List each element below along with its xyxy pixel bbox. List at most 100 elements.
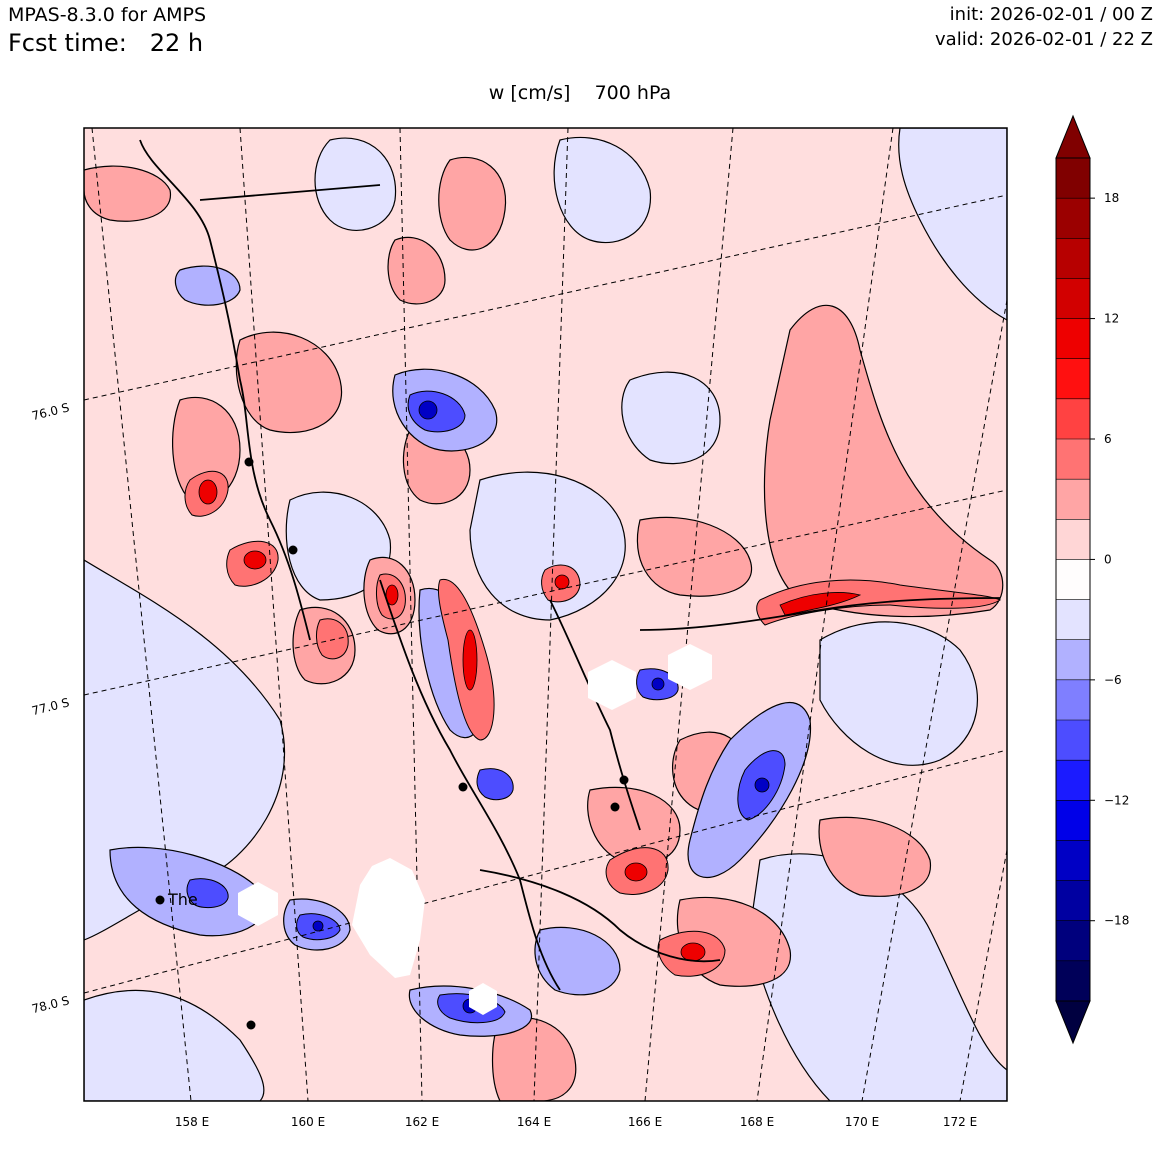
missing-data-patch <box>238 882 278 926</box>
colorbar-band <box>1056 278 1090 320</box>
graticule-line <box>756 128 894 1101</box>
graticule-line <box>91 128 192 1101</box>
colorbar-band <box>1056 318 1090 360</box>
lon-label: 168 E <box>740 1115 774 1129</box>
lat-label: 78.0 S <box>30 993 70 1016</box>
coastline <box>549 599 641 831</box>
colorbar-over-arrow <box>1055 114 1091 159</box>
field-core-strong-descent <box>186 878 229 909</box>
colorbar-band <box>1056 238 1090 279</box>
field-region-blue <box>534 926 621 996</box>
lon-label: 162 E <box>405 1115 439 1129</box>
coastline <box>639 597 1001 631</box>
station-marker <box>244 457 254 467</box>
colorbar-band <box>1056 358 1090 400</box>
colorbar-band <box>1056 439 1090 480</box>
field-region-light-blue <box>84 989 265 1101</box>
init-time: init: 2026-02-01 / 00 Z <box>949 4 1153 25</box>
colorbar-band <box>1056 880 1090 922</box>
valid-time: valid: 2026-02-01 / 22 Z <box>935 29 1153 50</box>
field-core-max-ascent <box>624 862 648 882</box>
field-region-salmon <box>84 165 171 222</box>
field-core-max-descent <box>754 777 770 793</box>
graticule-line <box>239 128 309 1101</box>
field-core-max-descent <box>651 677 665 691</box>
graticule-line <box>84 749 1007 994</box>
colorbar-band <box>1056 519 1090 560</box>
graticule-line <box>84 489 1007 696</box>
plot-title: w [cm/s] 700 hPa <box>488 82 672 104</box>
colorbar-band <box>1056 158 1090 199</box>
colorbar: 18 12 6 0 −6 −12 −18 <box>1055 114 1129 1045</box>
lon-label: 158 E <box>175 1115 209 1129</box>
field-core-max-ascent <box>680 942 706 962</box>
colorbar-tick-label: 0 <box>1104 552 1112 566</box>
field-region-light-blue <box>553 136 652 244</box>
lat-label: 77.0 S <box>30 695 70 718</box>
station-marker <box>155 895 165 905</box>
field-region-light-blue <box>314 137 397 231</box>
field-region-light-blue <box>819 621 979 766</box>
field-core-strong-ascent <box>316 618 349 660</box>
graticule-line <box>84 194 1007 401</box>
colorbar-band <box>1056 760 1090 801</box>
colorbar-band <box>1056 639 1090 681</box>
field-core-strong-descent <box>476 768 514 801</box>
colorbar-under-arrow <box>1055 1000 1091 1045</box>
missing-data-patch <box>469 983 497 1015</box>
lon-label: 160 E <box>291 1115 325 1129</box>
station-label: The <box>167 890 198 909</box>
w-field: The <box>84 128 1007 1101</box>
station-marker <box>458 782 468 792</box>
graticule-line <box>861 299 1007 1101</box>
colorbar-band <box>1056 398 1090 440</box>
field-core-max-ascent <box>385 584 399 606</box>
coastline <box>139 139 311 641</box>
lat-label: 76.0 S <box>30 400 70 423</box>
lon-label: 172 E <box>943 1115 977 1129</box>
map-frame <box>83 127 1008 1102</box>
colorbar-band <box>1056 198 1090 239</box>
field-core-max-ascent <box>462 629 478 691</box>
colorbar-tick-label: 6 <box>1104 432 1112 446</box>
missing-data-patch <box>352 858 425 978</box>
station-marker <box>619 775 629 785</box>
field-region-salmon <box>636 516 753 597</box>
lon-label: 170 E <box>845 1115 879 1129</box>
field-region-salmon <box>763 304 1004 618</box>
field-core-max-ascent <box>554 574 570 590</box>
field-region-light-blue <box>898 128 1007 321</box>
field-core-max-ascent <box>779 592 862 616</box>
field-region-salmon <box>235 331 343 434</box>
graticule-line <box>533 128 569 1101</box>
graticule-line <box>644 128 734 1101</box>
field-region-salmon <box>387 236 446 305</box>
field-region-salmon <box>438 156 507 251</box>
missing-data-patch <box>668 644 712 690</box>
field-region-light-blue <box>84 559 286 941</box>
field-region-salmon <box>491 1016 577 1101</box>
colorbar-tick-label: −12 <box>1104 793 1129 807</box>
field-core-max-descent <box>312 920 324 932</box>
coastline <box>379 579 561 991</box>
colorbar-band <box>1056 960 1090 1002</box>
colorbar-band <box>1056 479 1090 520</box>
colorbar-band <box>1056 840 1090 882</box>
colorbar-tick-label: 12 <box>1104 312 1119 326</box>
station-marker <box>246 1020 256 1030</box>
colorbar-band <box>1056 720 1090 761</box>
coastline <box>199 184 381 201</box>
field-core-max-ascent <box>243 550 267 570</box>
colorbar-band <box>1056 559 1090 601</box>
field-core-max-descent <box>418 400 438 420</box>
lon-label: 166 E <box>628 1115 662 1129</box>
station-marker <box>288 545 298 555</box>
colorbar-band <box>1056 920 1090 962</box>
station-marker <box>610 802 620 812</box>
colorbar-band <box>1056 800 1090 841</box>
field-core-max-ascent <box>198 479 218 505</box>
colorbar-tick-label: 18 <box>1104 191 1119 205</box>
colorbar-frame <box>1055 157 1091 1002</box>
lon-label: 164 E <box>517 1115 551 1129</box>
